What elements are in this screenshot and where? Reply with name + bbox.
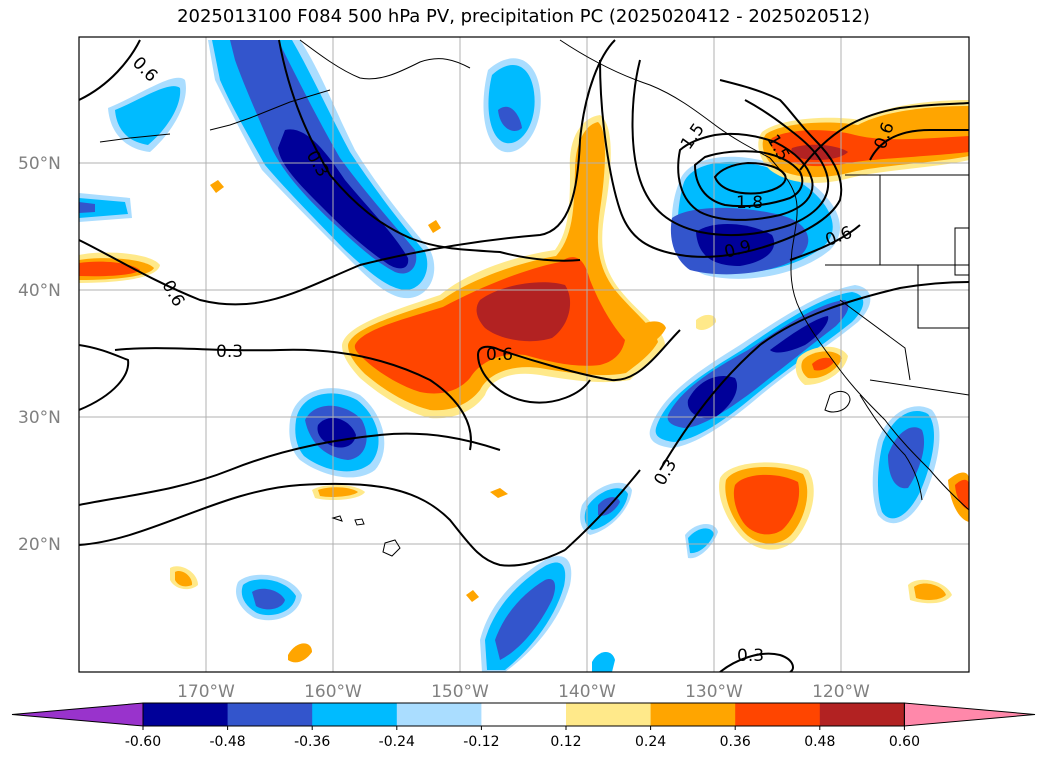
pos-area-small-150w: [466, 590, 479, 602]
lat-label-30n: 30°N: [18, 408, 61, 428]
longitude-labels: 170°W 160°W 150°W 140°W 130°W 120°W: [177, 682, 870, 702]
colorbar-extend-high: [903, 702, 1036, 727]
latitude-labels: 50°N 40°N 30°N 20°N: [18, 154, 61, 555]
lon-label-140w: 140°W: [558, 682, 616, 702]
colorbar-segment: [396, 703, 482, 726]
colorbar-tick-label: 0.24: [635, 734, 666, 750]
colorbar-segment: [566, 703, 652, 726]
lat-label-20n: 20°N: [18, 535, 61, 555]
neg-area-bottom: [592, 651, 615, 672]
colorbar-segment: [143, 703, 229, 726]
pos-area-small-152w: [428, 220, 441, 233]
neg-area-gulf-north: [483, 58, 541, 153]
lat-label-40n: 40°N: [18, 281, 61, 301]
pos-area-18n-115w-inner: [914, 583, 946, 600]
colorbar-tick-label: 0.36: [720, 734, 751, 750]
neg-band-baja: [872, 406, 940, 524]
colorbar-segment: [735, 703, 821, 726]
lon-label-130w: 130°W: [685, 682, 743, 702]
colorbar-tick-label: 0.60: [889, 734, 920, 750]
colorbar-tick-label: -0.60: [125, 734, 161, 750]
lon-label-160w: 160°W: [304, 682, 362, 702]
neg-area-nw-edge-inner: [115, 86, 181, 145]
pos-area-west-edge-core: [79, 261, 140, 277]
contour-label: 0.3: [737, 646, 764, 666]
map-area: 0.6 0.3 0.6 0.3 0.6 1.5 1.5 1.8 0.9 0.6 …: [79, 37, 969, 672]
pos-area-south-160w: [288, 643, 312, 663]
colorbar-segment: [650, 703, 736, 726]
colorbar-segment: [481, 703, 567, 726]
pos-band-central-pacific: [342, 115, 665, 419]
pv-contours: [79, 39, 969, 672]
colorbar-tick-label: -0.36: [294, 734, 330, 750]
colorbar-extend-low: [11, 702, 144, 727]
contour-label: 0.6: [157, 277, 188, 310]
contour-label: 0.6: [486, 345, 513, 365]
colorbar-tick-label: 0.12: [550, 734, 581, 750]
contour-label: 0.3: [216, 342, 243, 362]
lon-label-170w: 170°W: [177, 682, 235, 702]
neg-band-south-140w: [480, 556, 572, 672]
map-frame: [78, 36, 970, 673]
colorbar-segment: [819, 703, 905, 726]
lon-label-150w: 150°W: [431, 682, 489, 702]
neg-area-20n-130w-inner: [688, 528, 714, 554]
colorbar-tick-label: -0.24: [379, 734, 415, 750]
pos-area-24n-127w: [719, 462, 814, 550]
colorbar-segment: [227, 703, 313, 726]
colorbar-tick-label: -0.48: [209, 734, 245, 750]
lat-label-50n: 50°N: [18, 154, 61, 174]
contour-label: 0.6: [128, 53, 161, 86]
neg-area-west-edge-inner: [79, 198, 128, 218]
colorbar-tick-label: 0.48: [804, 734, 835, 750]
pos-area-small-148w: [490, 488, 508, 498]
pos-band-pacific-northwest: [758, 100, 969, 183]
neg-area-south-165w: [235, 574, 302, 621]
pos-area-small-west: [210, 180, 224, 193]
colorbar-segment: [312, 703, 398, 726]
colorbar-frame: [142, 702, 905, 727]
neg-area-30n-160w: [289, 388, 385, 478]
contour-label: 1.8: [736, 193, 763, 213]
pos-area-small-137w: [633, 321, 666, 346]
pos-area-22n-158w-inner: [318, 487, 358, 497]
neg-area-west-edge-core: [79, 202, 95, 213]
map-gridlines: [79, 37, 969, 672]
pos-area-small-131w: [696, 314, 717, 330]
pos-area-south-173w-inner: [175, 571, 193, 587]
chart-title: 2025013100 F084 500 hPa PV, precipitatio…: [177, 6, 870, 27]
colorbar: -0.60 -0.48 -0.36 -0.24 -0.12 0.12 0.24 0.36 0.4…: [11, 702, 1036, 750]
pos-area-32n-122w-core: [812, 357, 834, 371]
lon-label-120w: 120°W: [812, 682, 870, 702]
colorbar-tick-label: -0.12: [463, 734, 499, 750]
contour-label: 0.3: [650, 456, 681, 489]
pos-area-mexico-edge-core: [955, 479, 969, 510]
